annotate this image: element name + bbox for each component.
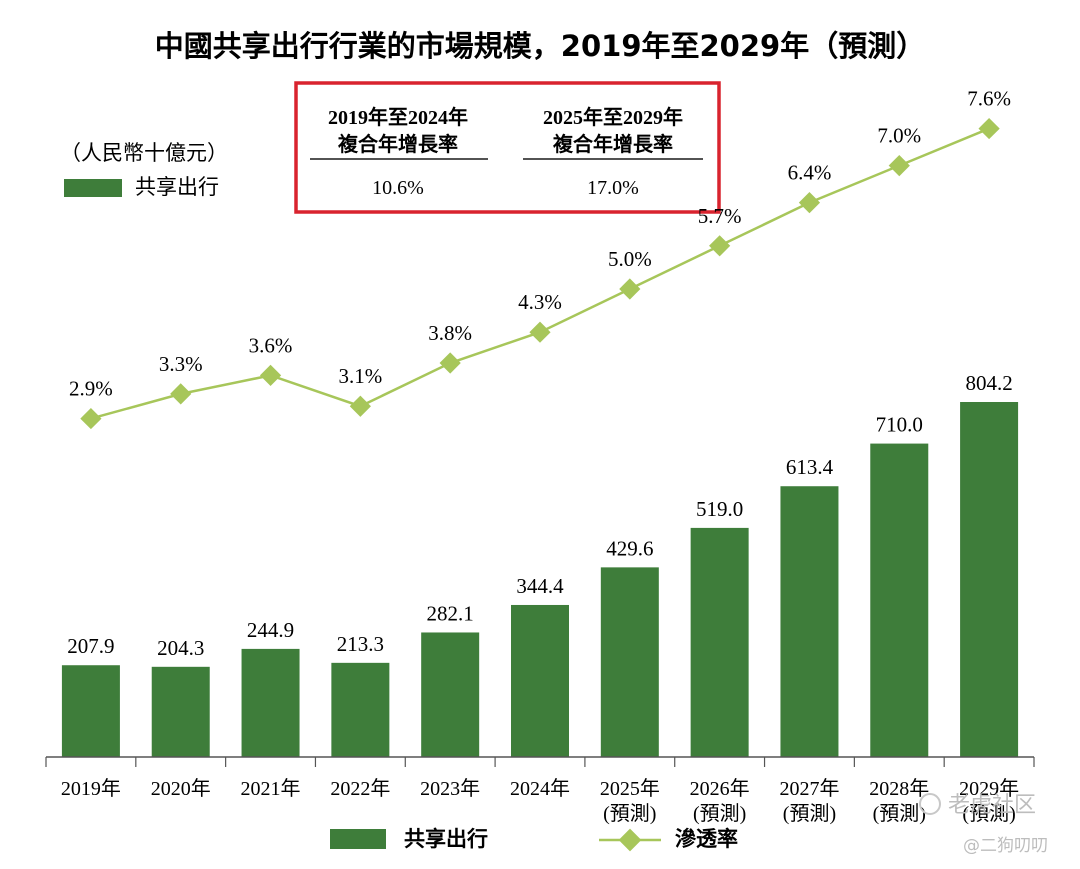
line-point: [259, 364, 282, 386]
bar-value-label: 204.3: [157, 636, 204, 660]
unit-label: （人民幣十億元）: [60, 141, 228, 165]
line-point: [529, 321, 551, 343]
bar: [151, 666, 210, 757]
x-tick-label: 2026年: [690, 777, 750, 800]
bar-value-label: 213.3: [337, 632, 384, 656]
line-value-label: 5.0%: [608, 247, 652, 271]
bar: [690, 527, 749, 757]
x-tick-label: 2029年: [959, 777, 1019, 800]
bar-value-label: 207.9: [67, 634, 114, 658]
x-tick-sublabel: (預測): [693, 802, 746, 825]
bar-value-label: 244.9: [247, 618, 294, 642]
bar: [421, 632, 480, 757]
x-axis: 2019年 2020年 2021年 2022年 2023年 2024年 2025年(預測)2…: [45, 756, 1035, 825]
bar-value-label: 282.1: [427, 601, 474, 625]
watermark-line1: 老虎社区: [948, 793, 1036, 818]
line-point: [978, 117, 1000, 140]
bar: [61, 665, 120, 757]
x-tick-label: 2025年: [600, 777, 660, 800]
cagr-header-1a: 2019年至2024年: [328, 105, 468, 129]
x-tick-label: 2023年: [420, 777, 480, 800]
bottom-legend-line-marker: [618, 828, 642, 852]
bar-value-label: 613.4: [786, 455, 834, 479]
top-legend-label: 共享出行: [135, 175, 219, 199]
x-tick-label: 2022年: [330, 777, 390, 800]
line-value-label: 3.6%: [249, 333, 293, 357]
watermark-line2: @二狗叨叨: [963, 836, 1048, 856]
line-point: [798, 192, 821, 214]
line-point: [709, 235, 731, 257]
line-point: [439, 352, 461, 374]
cagr-header-1b: 複合年增長率: [338, 132, 458, 156]
x-tick-label: 2027年: [779, 777, 839, 800]
bars-layer: 207.9 204.3 244.9 213.3 282.1 344.4 429.6 519.0…: [61, 371, 1019, 757]
line-value-label: 2.9%: [69, 377, 113, 401]
bar-value-label: 804.2: [965, 371, 1012, 395]
line-value-label: 3.3%: [159, 352, 203, 376]
line-value-label: 3.1%: [338, 364, 382, 388]
bottom-legend-bar-label: 共享出行: [404, 827, 488, 851]
x-tick-label: 2024年: [510, 777, 570, 800]
line-point: [888, 154, 910, 177]
line-value-label: 4.3%: [518, 290, 562, 314]
line-layer: 2.9% 3.3% 3.6% 3.1% 3.8% 4.3% 5.0% 5.7% 6.4% 7.0%…: [69, 87, 1011, 430]
bottom-legend-line-label: 滲透率: [675, 827, 738, 851]
cagr-value-2: 17.0%: [587, 177, 639, 199]
bar-value-label: 519.0: [696, 497, 743, 521]
bar: [780, 486, 839, 757]
watermark-icon: [919, 793, 941, 815]
x-tick-sublabel: (預測): [783, 802, 836, 825]
x-tick-sublabel: (預測): [873, 802, 926, 825]
x-tick-label: 2019年: [61, 777, 121, 800]
chart-title: 中國共享出行行業的市場規模，2019年至2029年（預測）: [155, 29, 925, 63]
line-value-label: 7.0%: [877, 124, 921, 148]
cagr-header-2b: 複合年增長率: [553, 132, 673, 156]
bar-value-label: 710.0: [876, 413, 923, 437]
penetration-line: [90, 127, 990, 420]
line-value-label: 5.7%: [698, 204, 742, 228]
bar: [600, 567, 659, 757]
cagr-header-2a: 2025年至2029年: [543, 105, 683, 129]
top-legend-swatch: [64, 179, 122, 197]
line-point: [170, 383, 192, 405]
x-tick-label: 2021年: [241, 777, 301, 800]
line-value-label: 3.8%: [428, 321, 472, 345]
bar: [511, 604, 569, 757]
line-point: [619, 278, 641, 300]
bar: [331, 662, 390, 757]
x-tick-sublabel: (預測): [962, 802, 1015, 825]
cagr-highlight-box: [294, 81, 721, 214]
bar: [870, 443, 929, 757]
line-point: [80, 407, 102, 430]
bar-value-label: 344.4: [516, 574, 564, 598]
line-value-label: 6.4%: [788, 161, 832, 185]
bar: [241, 648, 300, 757]
line-value-label: 7.6%: [967, 87, 1011, 111]
bar: [960, 402, 1019, 757]
line-point: [349, 395, 371, 417]
x-tick-label: 2028年: [869, 777, 929, 800]
x-tick-label: 2020年: [151, 777, 211, 800]
cagr-value-1: 10.6%: [372, 177, 424, 199]
bottom-legend-bar-swatch: [330, 829, 386, 849]
bar-value-label: 429.6: [606, 536, 653, 560]
x-tick-sublabel: (預測): [603, 802, 656, 825]
